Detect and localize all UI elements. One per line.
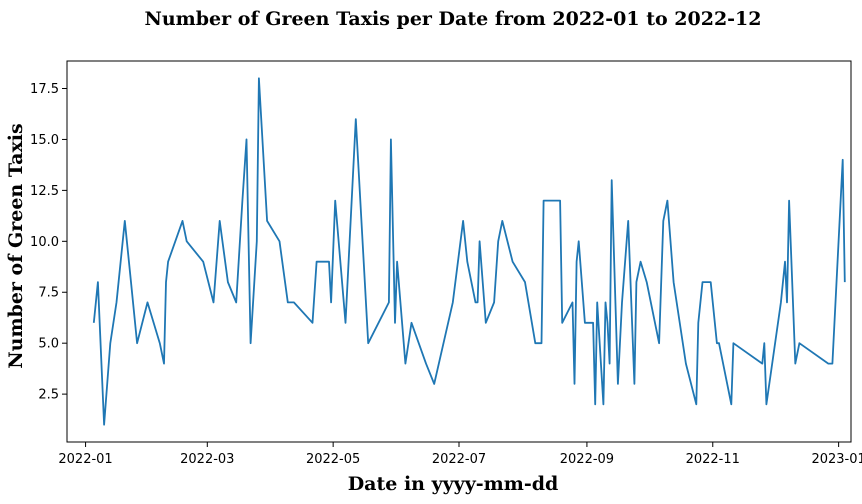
y-tick-label: 15.0 [30,133,59,148]
y-tick-label: 10.0 [30,235,59,250]
series-layer [92,77,846,426]
y-tick-label: 17.5 [30,82,59,97]
x-tick-label: 2022-07 [432,452,486,467]
x-axis-label: Date in yyyy-mm-dd [348,473,559,495]
x-axis-ticks: 2022-01 2022-03 2022-05 2022-07 2022-09 2022-… [58,442,862,467]
y-tick-label: 2.5 [38,388,59,403]
x-tick-label: 2023-01 [811,452,862,467]
x-tick-label: 2022-05 [306,452,360,467]
x-tick-label: 2022-09 [560,452,614,467]
y-axis-label: Number of Green Taxis [5,123,27,368]
y-axis-ticks: 2.5 5.0 7.5 10.0 12.5 15.0 17.5 [30,82,67,403]
chart-title: Number of Green Taxis per Date from 2022… [144,8,761,30]
plot-area-frame [66,60,852,443]
y-tick-label: 5.0 [38,337,59,352]
series-line [92,77,846,426]
y-tick-label: 12.5 [30,184,59,199]
y-tick-label: 7.5 [38,286,59,301]
x-tick-label: 2022-01 [58,452,112,467]
x-tick-label: 2022-03 [180,452,234,467]
x-tick-label: 2022-11 [686,452,740,467]
